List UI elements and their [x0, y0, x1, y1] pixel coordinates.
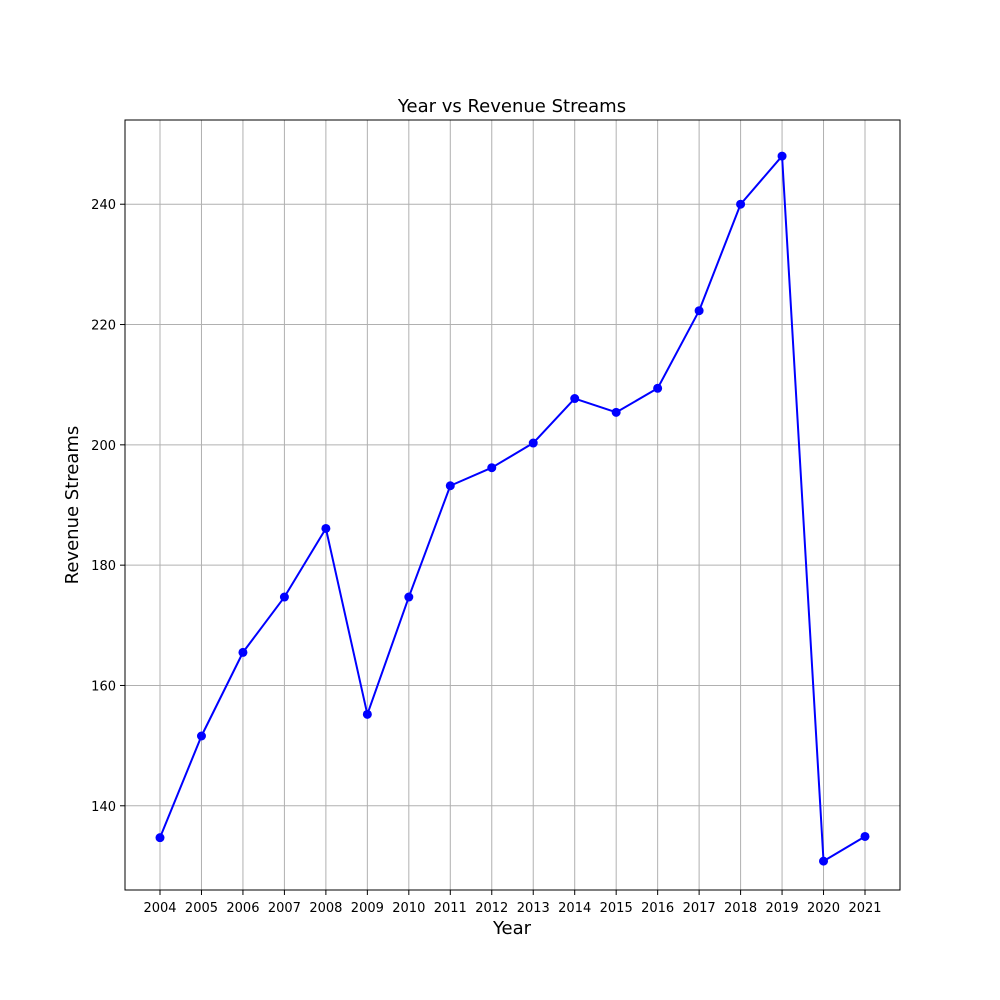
data-point-2010 — [404, 592, 414, 602]
data-point-2005 — [196, 731, 206, 741]
x-tick-label: 2019 — [766, 901, 799, 916]
x-axis-ticks: 2004 2005 2006 2007 2008 2009 2010 2011 2012 2013… — [143, 890, 882, 916]
data-point-2012 — [487, 463, 497, 473]
data-point-2013 — [528, 438, 538, 448]
x-tick-label: 2015 — [600, 901, 633, 916]
y-tick-label: 180 — [91, 559, 116, 574]
data-point-2004 — [155, 833, 165, 843]
y-tick-label: 220 — [91, 319, 116, 334]
x-tick-label: 2017 — [683, 901, 716, 916]
data-point-2015 — [611, 407, 621, 417]
y-tick-label: 200 — [91, 439, 116, 454]
x-tick-label: 2016 — [641, 901, 674, 916]
y-axis-title: Revenue Streams — [62, 426, 83, 585]
x-tick-label: 2013 — [517, 901, 550, 916]
grid — [125, 120, 900, 890]
x-tick-label: 2009 — [351, 901, 384, 916]
x-tick-label: 2008 — [309, 901, 342, 916]
data-point-2008 — [321, 523, 331, 533]
x-tick-label: 2007 — [268, 901, 301, 916]
series-layer — [155, 151, 870, 866]
x-axis-title: Year — [492, 918, 532, 939]
y-tick-label: 140 — [91, 800, 116, 815]
plot-frame — [124, 119, 901, 891]
data-point-2018 — [736, 199, 746, 209]
x-tick-label: 2004 — [143, 901, 176, 916]
data-point-2017 — [694, 306, 704, 316]
x-tick-label: 2012 — [475, 901, 508, 916]
x-tick-label: 2005 — [185, 901, 218, 916]
data-point-2014 — [570, 394, 580, 404]
x-tick-label: 2021 — [848, 901, 881, 916]
x-tick-label: 2010 — [392, 901, 425, 916]
data-point-2009 — [362, 709, 372, 719]
x-tick-label: 2018 — [724, 901, 757, 916]
data-point-2019 — [777, 151, 787, 161]
data-point-2006 — [238, 647, 248, 657]
chart-title: Year vs Revenue Streams — [397, 96, 626, 117]
y-axis-ticks: 140 160 180 200 220 240 — [91, 198, 125, 815]
data-point-2020 — [819, 856, 829, 866]
x-tick-label: 2014 — [558, 901, 591, 916]
y-tick-label: 240 — [91, 198, 116, 213]
data-point-2007 — [279, 592, 289, 602]
data-point-2011 — [445, 481, 455, 491]
data-point-2021 — [860, 831, 870, 841]
x-tick-label: 2020 — [807, 901, 840, 916]
series-line — [159, 155, 866, 863]
x-tick-label: 2011 — [434, 901, 467, 916]
x-tick-label: 2006 — [226, 901, 259, 916]
data-point-2016 — [653, 383, 663, 393]
y-tick-label: 160 — [91, 679, 116, 694]
